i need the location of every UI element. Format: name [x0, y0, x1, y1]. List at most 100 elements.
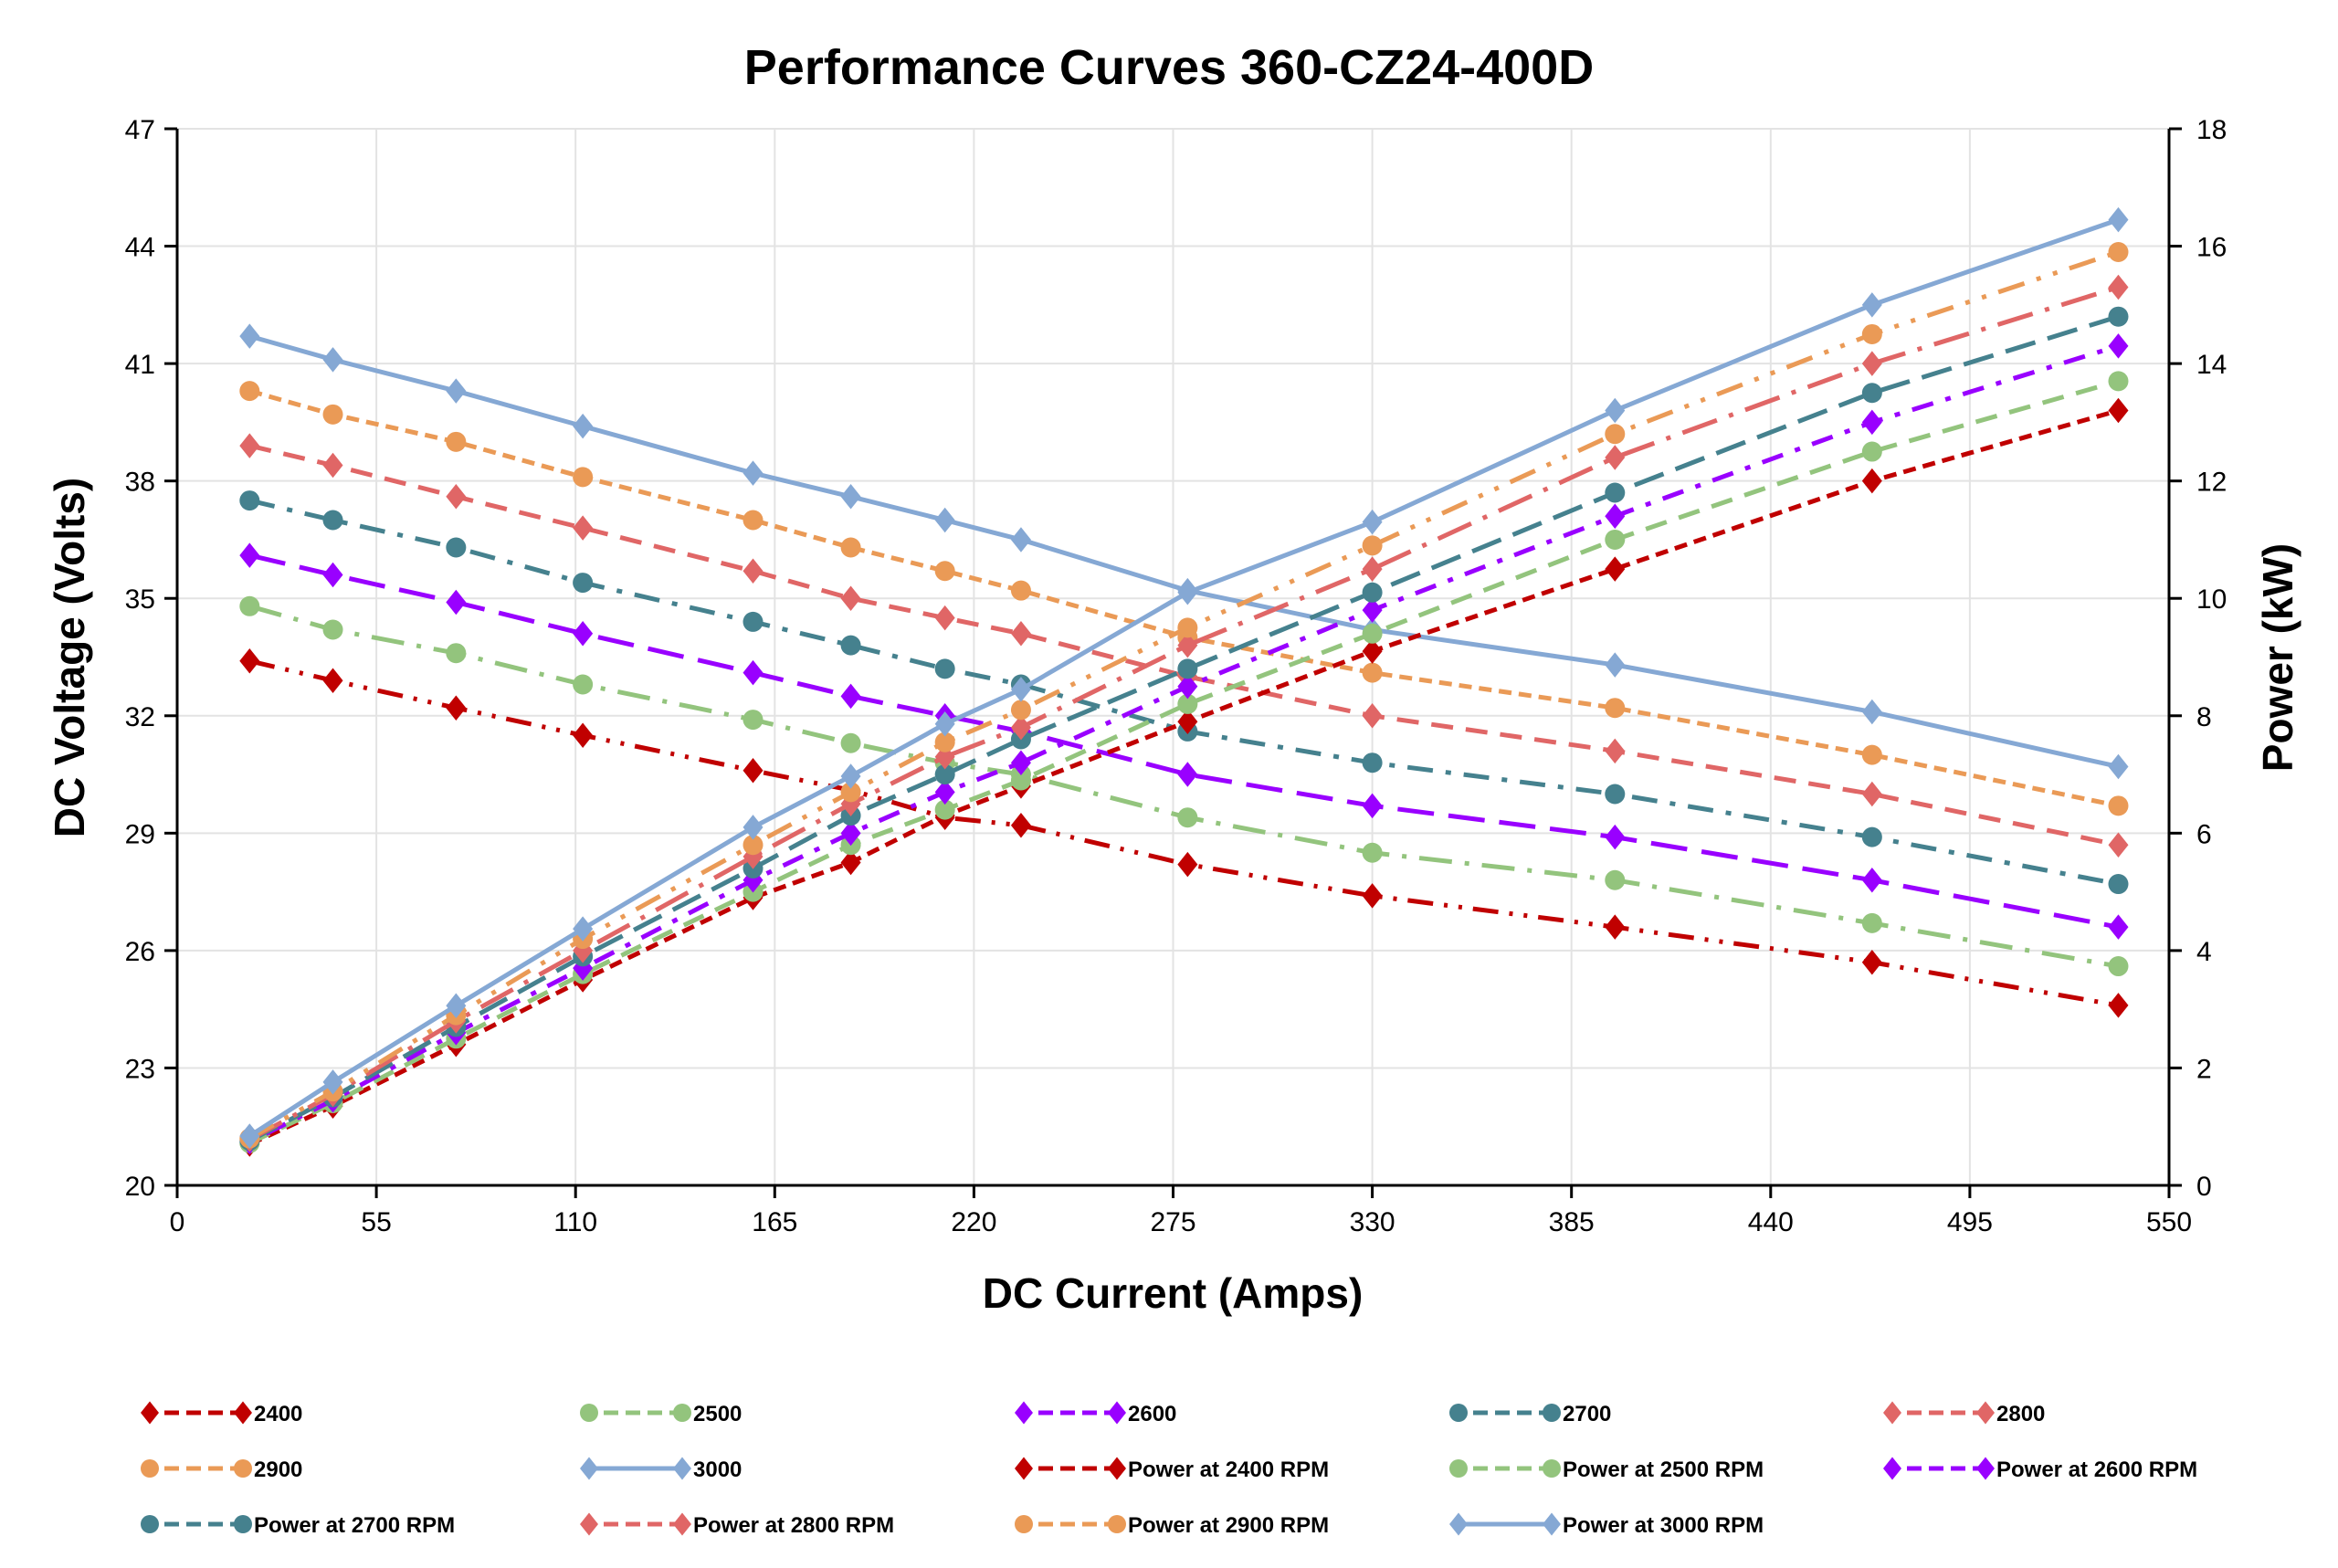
data-point: [934, 764, 955, 785]
data-point: [840, 683, 861, 710]
x-axis-title: DC Current (Amps): [983, 1269, 1364, 1317]
y2-axis-title: Power (kW): [2254, 543, 2301, 772]
series-power-at-2600-rpm: [239, 333, 2129, 1155]
data-point: [934, 731, 955, 752]
data-point: [1605, 784, 1626, 805]
data-point: [840, 732, 861, 753]
data-point: [1010, 700, 1031, 721]
legend-item: Power at 2400 RPM: [1015, 1457, 1329, 1482]
legend-label: 2900: [254, 1458, 302, 1482]
data-point: [446, 431, 467, 452]
data-point: [1605, 869, 1626, 890]
legend-marker: [1108, 1401, 1126, 1425]
legend-marker: [673, 1512, 691, 1536]
y2-tick-label: 8: [2196, 702, 2212, 732]
data-point: [1362, 582, 1383, 603]
gridlines: [177, 128, 2170, 1185]
legend-label: 2500: [693, 1402, 742, 1426]
data-point: [1605, 824, 1626, 850]
y-tick-label: 38: [125, 468, 155, 498]
data-point: [1177, 617, 1198, 638]
legend-marker: [141, 1459, 159, 1478]
legend-label: Power at 2400 RPM: [1128, 1458, 1329, 1482]
legend-marker: [1449, 1512, 1468, 1536]
data-point: [934, 561, 955, 582]
data-point: [1010, 714, 1031, 741]
legend-marker: [234, 1515, 252, 1533]
y2-tick-label: 0: [2196, 1172, 2212, 1202]
legend-item: Power at 2800 RPM: [580, 1512, 894, 1538]
legend-label: Power at 2500 RPM: [1563, 1458, 1764, 1482]
legend-label: Power at 2800 RPM: [693, 1513, 894, 1538]
data-point: [1861, 383, 1882, 404]
y-tick-label: 32: [125, 702, 155, 732]
data-point: [1177, 851, 1198, 878]
legend-label: 2400: [254, 1402, 302, 1426]
data-point: [1861, 468, 1882, 494]
y-tick-label: 41: [125, 350, 155, 380]
data-point: [1362, 842, 1383, 863]
x-tick-label: 275: [1150, 1207, 1195, 1237]
legend-marker: [1976, 1457, 1995, 1480]
data-point: [239, 490, 260, 511]
legend-marker: [673, 1457, 691, 1480]
y2-tick-label: 18: [2196, 115, 2227, 145]
data-point: [934, 658, 955, 679]
data-point: [239, 433, 260, 458]
y-axis-title: DC Voltage (Volts): [46, 478, 93, 837]
data-point: [239, 648, 260, 674]
legend-marker: [1976, 1401, 1995, 1425]
data-point: [322, 404, 343, 425]
data-point: [2108, 993, 2129, 1018]
series-group: [239, 206, 2129, 1157]
series-power-at-2500-rpm: [239, 371, 2129, 1153]
data-point: [1362, 509, 1383, 535]
data-point: [1177, 762, 1198, 787]
data-point: [1010, 770, 1031, 791]
data-point: [1605, 397, 1626, 424]
x-tick-label: 0: [170, 1207, 185, 1237]
data-point: [1861, 868, 1882, 893]
data-point: [840, 763, 861, 789]
data-point: [934, 779, 955, 805]
series-line: [248, 378, 2120, 1145]
data-point: [446, 537, 467, 558]
data-point: [1362, 556, 1383, 582]
legend-item: 2900: [141, 1458, 302, 1482]
data-point: [322, 510, 343, 531]
data-point: [573, 413, 594, 439]
data-point: [2108, 397, 2129, 424]
legend-item: 2500: [580, 1402, 742, 1426]
y-tick-label: 44: [125, 233, 155, 263]
y2-tick-label: 6: [2196, 819, 2212, 849]
data-point: [322, 562, 343, 588]
data-point: [1605, 482, 1626, 503]
data-point: [573, 722, 594, 748]
data-point: [1861, 826, 1882, 847]
data-point: [239, 595, 260, 616]
axes: 0 55 110 165 220 275 330 385 440 495 5502023262932…: [125, 115, 2227, 1237]
legend-marker: [1015, 1401, 1033, 1425]
data-point: [742, 835, 764, 856]
data-point: [239, 1123, 260, 1149]
data-point: [1010, 677, 1031, 702]
series-line: [248, 285, 2120, 1142]
legend-item: 2400: [141, 1401, 302, 1426]
series-power-at-3000-rpm: [239, 206, 2129, 1149]
data-point: [1177, 673, 1198, 700]
y2-tick-label: 10: [2196, 584, 2227, 615]
data-point: [2108, 206, 2129, 233]
data-point: [2108, 371, 2129, 392]
legend-marker: [580, 1512, 598, 1536]
x-tick-label: 495: [1947, 1207, 1993, 1237]
data-point: [934, 799, 955, 820]
legend-marker: [234, 1401, 252, 1425]
data-point: [934, 507, 955, 533]
data-point: [322, 619, 343, 640]
data-point: [1177, 693, 1198, 714]
data-point: [1605, 503, 1626, 529]
legend-item: 2700: [1449, 1402, 1611, 1426]
data-point: [742, 815, 764, 840]
data-point: [1605, 698, 1626, 719]
y2-tick-label: 14: [2196, 350, 2227, 380]
